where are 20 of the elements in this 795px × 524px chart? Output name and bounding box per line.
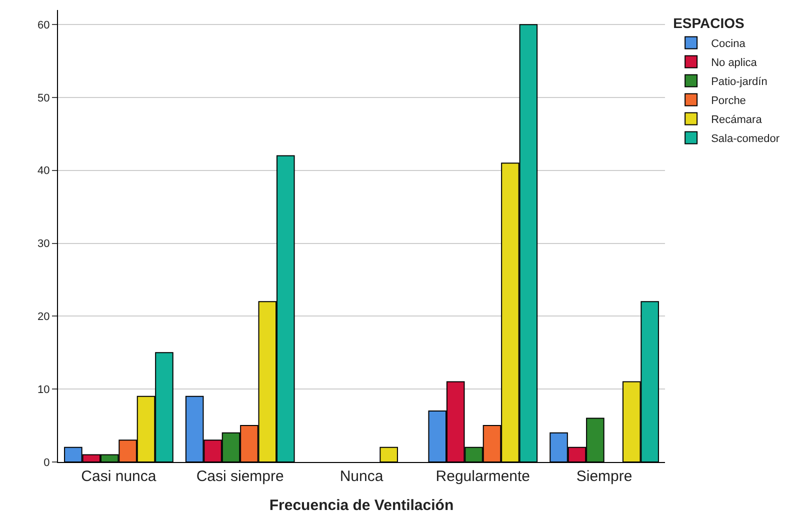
y-tick-label: 10 xyxy=(38,384,50,396)
legend-label: Patio-jardín xyxy=(711,76,768,88)
x-tick-label: Nunca xyxy=(340,468,384,485)
x-tick-label: Siempre xyxy=(576,468,632,485)
y-tick-label: 20 xyxy=(38,311,50,324)
y-tick-label: 0 xyxy=(44,456,50,469)
legend-label: Cocina xyxy=(711,38,746,50)
x-tick-label: Casi nunca xyxy=(81,468,157,485)
y-tick-label: 50 xyxy=(38,92,50,104)
legend-label: No aplica xyxy=(711,56,758,69)
legend-label: Porche xyxy=(711,94,746,107)
x-tick-label: Casi siempre xyxy=(196,468,284,485)
y-tick-label: 40 xyxy=(38,165,50,178)
y-tick-label: 30 xyxy=(38,238,50,250)
x-tick-label: Regularmente xyxy=(436,468,530,485)
y-tick-label: 60 xyxy=(38,19,50,32)
x-axis-title: Frecuencia de Ventilación xyxy=(269,497,454,514)
legend-label: Recámara xyxy=(711,114,763,126)
legend-title: ESPACIOS xyxy=(673,15,744,32)
legend-label: Sala-comedor xyxy=(711,132,780,145)
